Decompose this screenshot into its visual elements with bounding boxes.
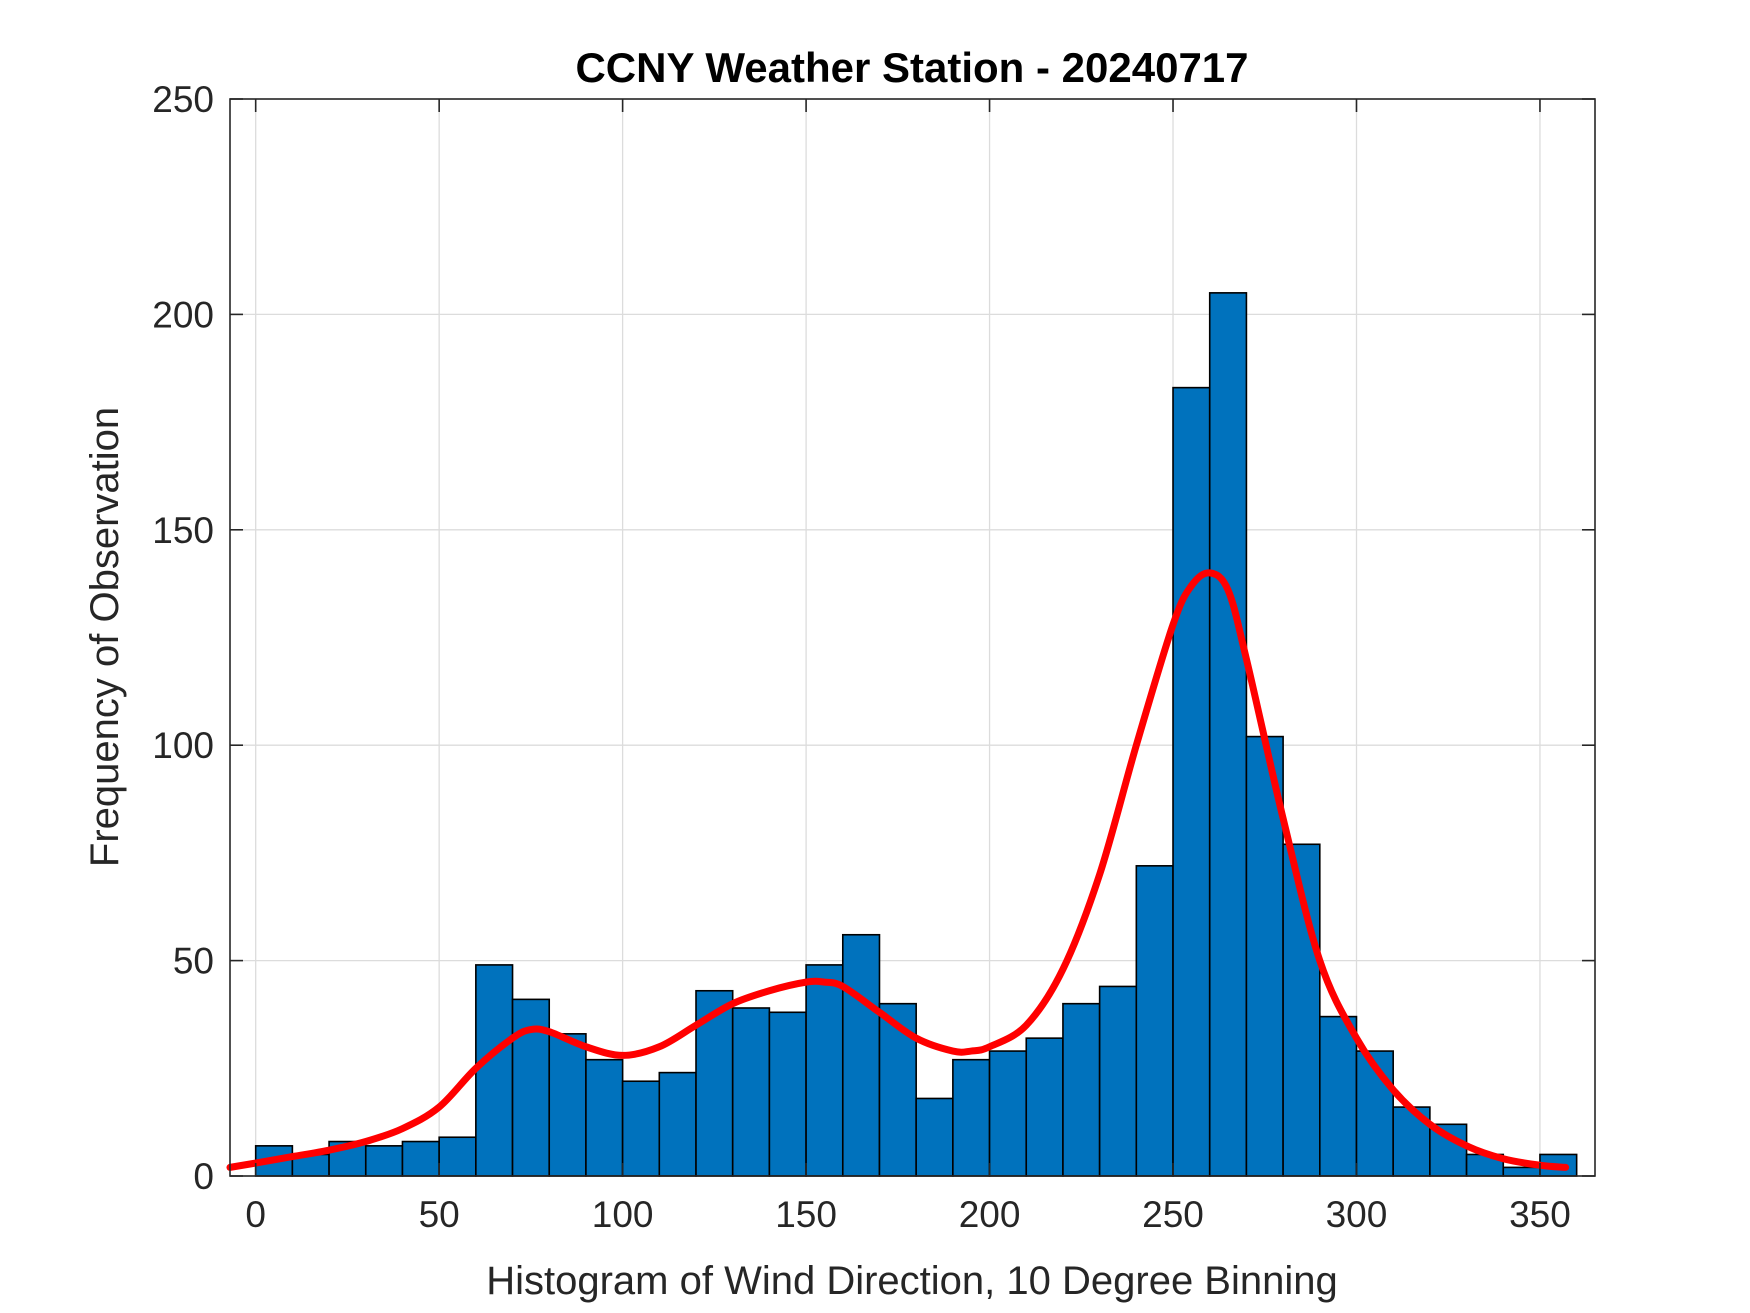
- y-tick-label: 100: [152, 725, 214, 766]
- x-tick-label: 350: [1509, 1194, 1571, 1235]
- histogram-bar: [364, 1145, 404, 1177]
- density-fit-curve: [226, 569, 1570, 1171]
- x-tick-label: 0: [245, 1194, 266, 1235]
- histogram-bar: [1208, 292, 1248, 1177]
- histogram-bar: [1135, 865, 1174, 1177]
- y-axis-label: Frequency of Observation: [83, 407, 127, 867]
- y-tick-label: 0: [193, 1156, 214, 1197]
- histogram-bar: [1282, 843, 1321, 1177]
- histogram-bar: [1245, 735, 1284, 1177]
- histogram-bar: [1502, 1166, 1541, 1177]
- histogram-bar: [841, 933, 881, 1177]
- x-tick-label: 50: [419, 1194, 460, 1235]
- x-tick-label: 200: [959, 1194, 1021, 1235]
- histogram-bar: [548, 1033, 587, 1177]
- y-tick-label: 200: [152, 294, 214, 335]
- x-axis-label: Histogram of Wind Direction, 10 Degree B…: [486, 1259, 1338, 1303]
- histogram-bar: [475, 964, 514, 1177]
- x-tick-label: 250: [1142, 1194, 1204, 1235]
- histogram-bar: [805, 964, 844, 1177]
- axes-box: [229, 98, 1596, 1177]
- histogram-bar: [621, 1080, 661, 1177]
- y-tick-label: 50: [173, 941, 214, 982]
- histogram-bar: [438, 1136, 477, 1177]
- histogram-bar: [1025, 1037, 1064, 1177]
- histogram-bar: [1318, 1015, 1358, 1177]
- x-tick-label: 150: [775, 1194, 837, 1235]
- x-tick-label: 300: [1326, 1194, 1388, 1235]
- histogram-bar: [768, 1011, 807, 1177]
- axis-ticks: 0 50 100 150 200 250 300 350 0 50 100 150 200 250: [152, 79, 1595, 1235]
- x-tick-label: 100: [592, 1194, 654, 1235]
- histogram-bar: [658, 1071, 697, 1177]
- histogram-bar: [1062, 1002, 1101, 1177]
- histogram-bar: [915, 1097, 954, 1177]
- histogram-bar: [401, 1140, 440, 1177]
- histogram-bar: [731, 1007, 771, 1177]
- histogram-bar: [1098, 985, 1138, 1177]
- histogram-bar: [988, 1050, 1028, 1177]
- y-tick-label: 150: [152, 510, 214, 551]
- y-tick-label: 250: [152, 79, 214, 120]
- histogram-bar: [585, 1058, 624, 1177]
- histogram-bar: [1172, 386, 1211, 1177]
- histogram-bar: [952, 1058, 991, 1177]
- plot-area: [230, 99, 1595, 1176]
- histogram-bar: [511, 998, 551, 1177]
- chart-title: CCNY Weather Station - 20240717: [575, 44, 1248, 91]
- histogram-bars: [254, 292, 1578, 1177]
